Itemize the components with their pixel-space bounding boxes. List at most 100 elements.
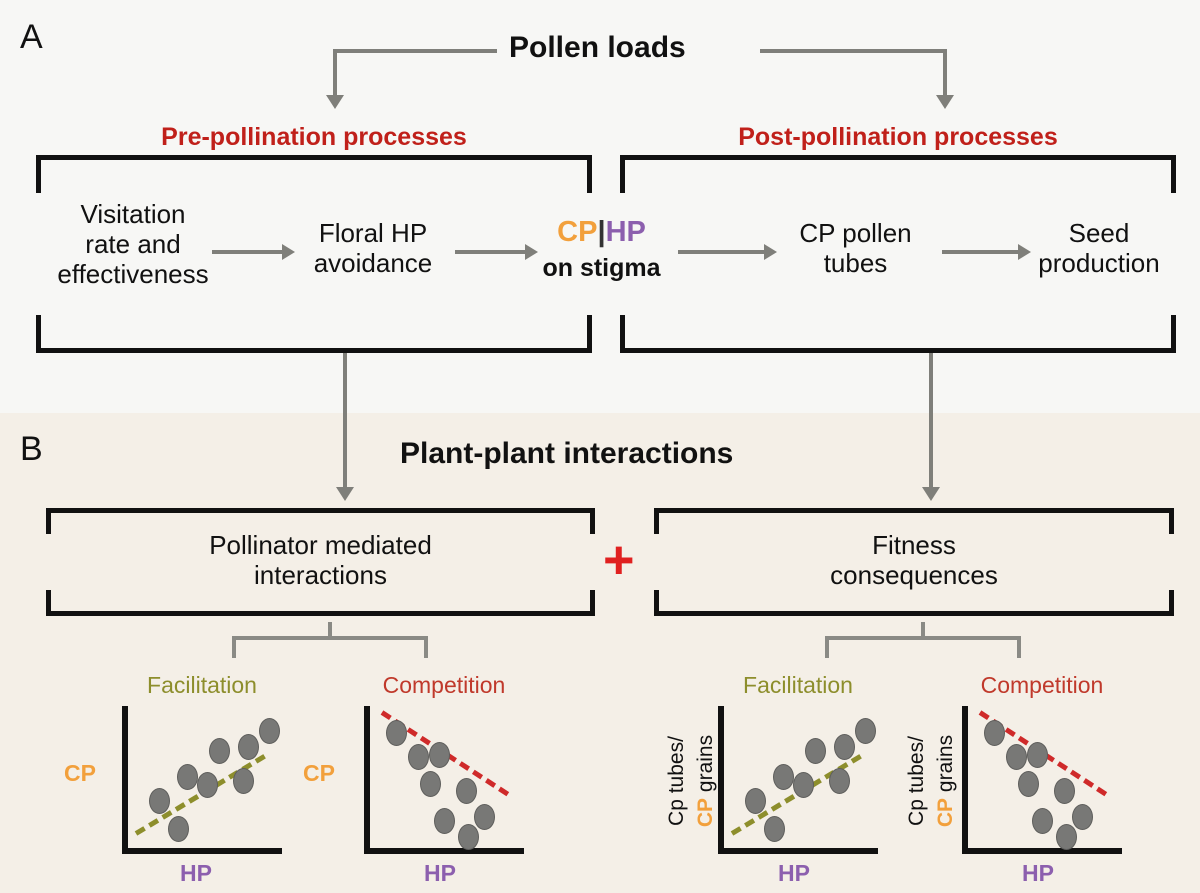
- data-point: [456, 778, 477, 804]
- ylabel-cp-token: CP: [934, 797, 957, 828]
- data-point: [1032, 808, 1053, 834]
- bracket-fitness-plots: [825, 622, 1021, 658]
- plant-plant-interactions-title: Plant-plant interactions: [400, 437, 734, 470]
- x-axis-label-hp: HP: [778, 860, 810, 886]
- data-point: [458, 824, 479, 850]
- pollen-loads-title: Pollen loads: [509, 31, 686, 64]
- pollinator-mediated-label: Pollinator mediated interactions: [60, 530, 581, 590]
- connector-right-vertical: [943, 49, 947, 97]
- fitness-consequences-line2: consequences: [830, 560, 998, 591]
- y-axis-label-cp-tubes-per-cp-grains: Cp tubes/: [905, 706, 929, 856]
- pollinator-mediated-line1: Pollinator mediated: [209, 530, 432, 560]
- x-axis-label-hp: HP: [180, 860, 212, 886]
- box-edge-bottom-left: [654, 590, 659, 616]
- arrow-a-to-b-left-head: [336, 487, 354, 501]
- data-point: [829, 768, 850, 794]
- y-axis-label-cp: CP: [64, 760, 96, 786]
- data-point: [386, 720, 407, 746]
- node-seed-line1: Seed: [1068, 218, 1130, 248]
- plot-title-facilitation: Facilitation: [743, 672, 853, 698]
- ylabel-cp-token: CP: [694, 797, 717, 828]
- ylabel-line1: Cp tubes/: [665, 736, 688, 826]
- node-visitation-line2: rate and: [85, 229, 181, 260]
- plot-title-facilitation: Facilitation: [147, 672, 257, 698]
- bracket-right-tick: [424, 636, 428, 658]
- arrow-a-to-b-right-head: [922, 487, 940, 501]
- data-point: [259, 718, 280, 744]
- data-point: [177, 764, 198, 790]
- y-axis-label-line2: CP grains: [694, 706, 718, 856]
- node-cp-hp-on-stigma: CP|HP on stigma: [524, 216, 679, 283]
- box-edge-bottom: [654, 611, 1174, 616]
- y-axis-label-cp-tubes-per-cp-grains: Cp tubes/: [665, 706, 689, 856]
- data-point: [1006, 744, 1027, 770]
- panel-b-background: [0, 413, 1200, 893]
- box-edge-bottom-right: [1171, 315, 1176, 353]
- separator-token: |: [597, 216, 606, 248]
- data-point: [149, 788, 170, 814]
- arrow-tubes-to-seed-head: [1018, 244, 1031, 260]
- bracket-top: [825, 636, 1021, 640]
- data-point: [168, 816, 189, 842]
- x-axis: [122, 848, 282, 854]
- data-point: [1056, 824, 1077, 850]
- arrow-stigma-to-tubes-head: [764, 244, 777, 260]
- box-edge-bottom: [36, 348, 592, 353]
- box-edge-bottom-right: [590, 590, 595, 616]
- plot-title-competition: Competition: [980, 672, 1104, 698]
- y-axis-label-line2: CP grains: [934, 706, 958, 856]
- box-edge-bottom-right: [587, 315, 592, 353]
- data-point: [1072, 804, 1093, 830]
- stigma-ratio-line: CP|HP: [524, 216, 679, 250]
- pre-pollination-heading: Pre-pollination processes: [161, 123, 467, 151]
- ylabel-line1: Cp tubes/: [905, 736, 928, 826]
- y-axis: [122, 706, 128, 854]
- y-axis: [962, 706, 968, 854]
- box-edge-bottom-right: [1169, 590, 1174, 616]
- node-tubes-line2: tubes: [823, 248, 888, 279]
- arrow-stigma-to-tubes-line: [678, 250, 766, 254]
- hp-token: HP: [605, 216, 646, 248]
- data-point: [209, 738, 230, 764]
- panel-b-letter: B: [20, 430, 43, 468]
- plot-title-competition: Competition: [382, 672, 506, 698]
- post-pollination-box: [620, 155, 1176, 353]
- data-point: [1054, 778, 1075, 804]
- box-edge-top-right: [1171, 155, 1176, 193]
- pollinator-mediated-line2: interactions: [254, 560, 387, 591]
- ylabel-grains-token: grains: [934, 734, 957, 798]
- box-edge-bottom-left: [36, 315, 41, 353]
- node-visitation-line1: Visitation: [80, 199, 186, 229]
- box-edge-top-left: [654, 508, 659, 534]
- on-stigma-label: on stigma: [542, 253, 661, 282]
- plus-symbol: +: [603, 530, 635, 590]
- bracket-left-tick: [825, 636, 829, 658]
- plot-pollinator-facilitation: [122, 706, 282, 854]
- node-cp-pollen-tubes: CP pollen tubes: [778, 218, 933, 278]
- box-edge-bottom: [620, 348, 1176, 353]
- box-edge-top-left: [36, 155, 41, 193]
- x-axis-label-hp: HP: [1022, 860, 1054, 886]
- data-point: [434, 808, 455, 834]
- data-point: [745, 788, 766, 814]
- arrow-visitation-to-floral-head: [282, 244, 295, 260]
- data-point: [233, 768, 254, 794]
- box-edge-bottom-left: [46, 590, 51, 616]
- data-point: [855, 718, 876, 744]
- fitness-consequences-box: [654, 508, 1174, 616]
- post-pollination-heading: Post-pollination processes: [738, 123, 1058, 151]
- node-seed-production: Seed production: [1020, 218, 1178, 278]
- data-point: [773, 764, 794, 790]
- fitness-consequences-label: Fitness consequences: [668, 530, 1160, 590]
- plot-fitness-facilitation: [718, 706, 878, 854]
- box-edge-top-right: [590, 508, 595, 534]
- bracket-left-tick: [232, 636, 236, 658]
- data-point: [793, 772, 814, 798]
- data-point: [1027, 742, 1048, 768]
- x-axis: [962, 848, 1122, 854]
- connector-left-arrowhead: [326, 95, 344, 109]
- data-point: [1018, 771, 1039, 797]
- node-floral-line2: avoidance: [313, 248, 433, 279]
- node-visitation-line3: effectiveness: [57, 259, 209, 290]
- bracket-top: [232, 636, 428, 640]
